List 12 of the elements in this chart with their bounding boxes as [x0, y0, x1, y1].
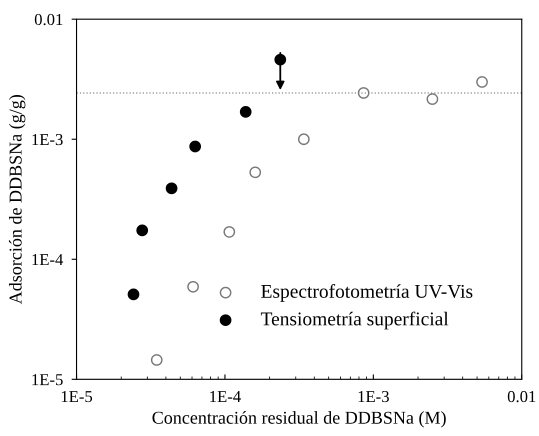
y-axis-title: Adsorción de DDBSNa (g/g) [8, 94, 26, 304]
x-axis-title: Concentración residual de DDBSNa (M) [152, 411, 446, 428]
x-tick-label: 1E-3 [358, 390, 389, 402]
y-tick-label: 1E-4 [32, 254, 64, 266]
legend-label: Tensiometría superficial [260, 312, 448, 330]
y-tick-label: 1E-5 [32, 374, 63, 386]
y-tick-label: 0.01 [34, 14, 62, 26]
x-tick-label: 1E-5 [62, 390, 92, 402]
legend-label: Espectrofotometría UV-Vis [261, 284, 472, 302]
x-tick-label: 1E-4 [210, 390, 241, 402]
x-tick-label: 0.01 [508, 390, 536, 402]
y-tick-label: 1E-3 [32, 134, 63, 146]
